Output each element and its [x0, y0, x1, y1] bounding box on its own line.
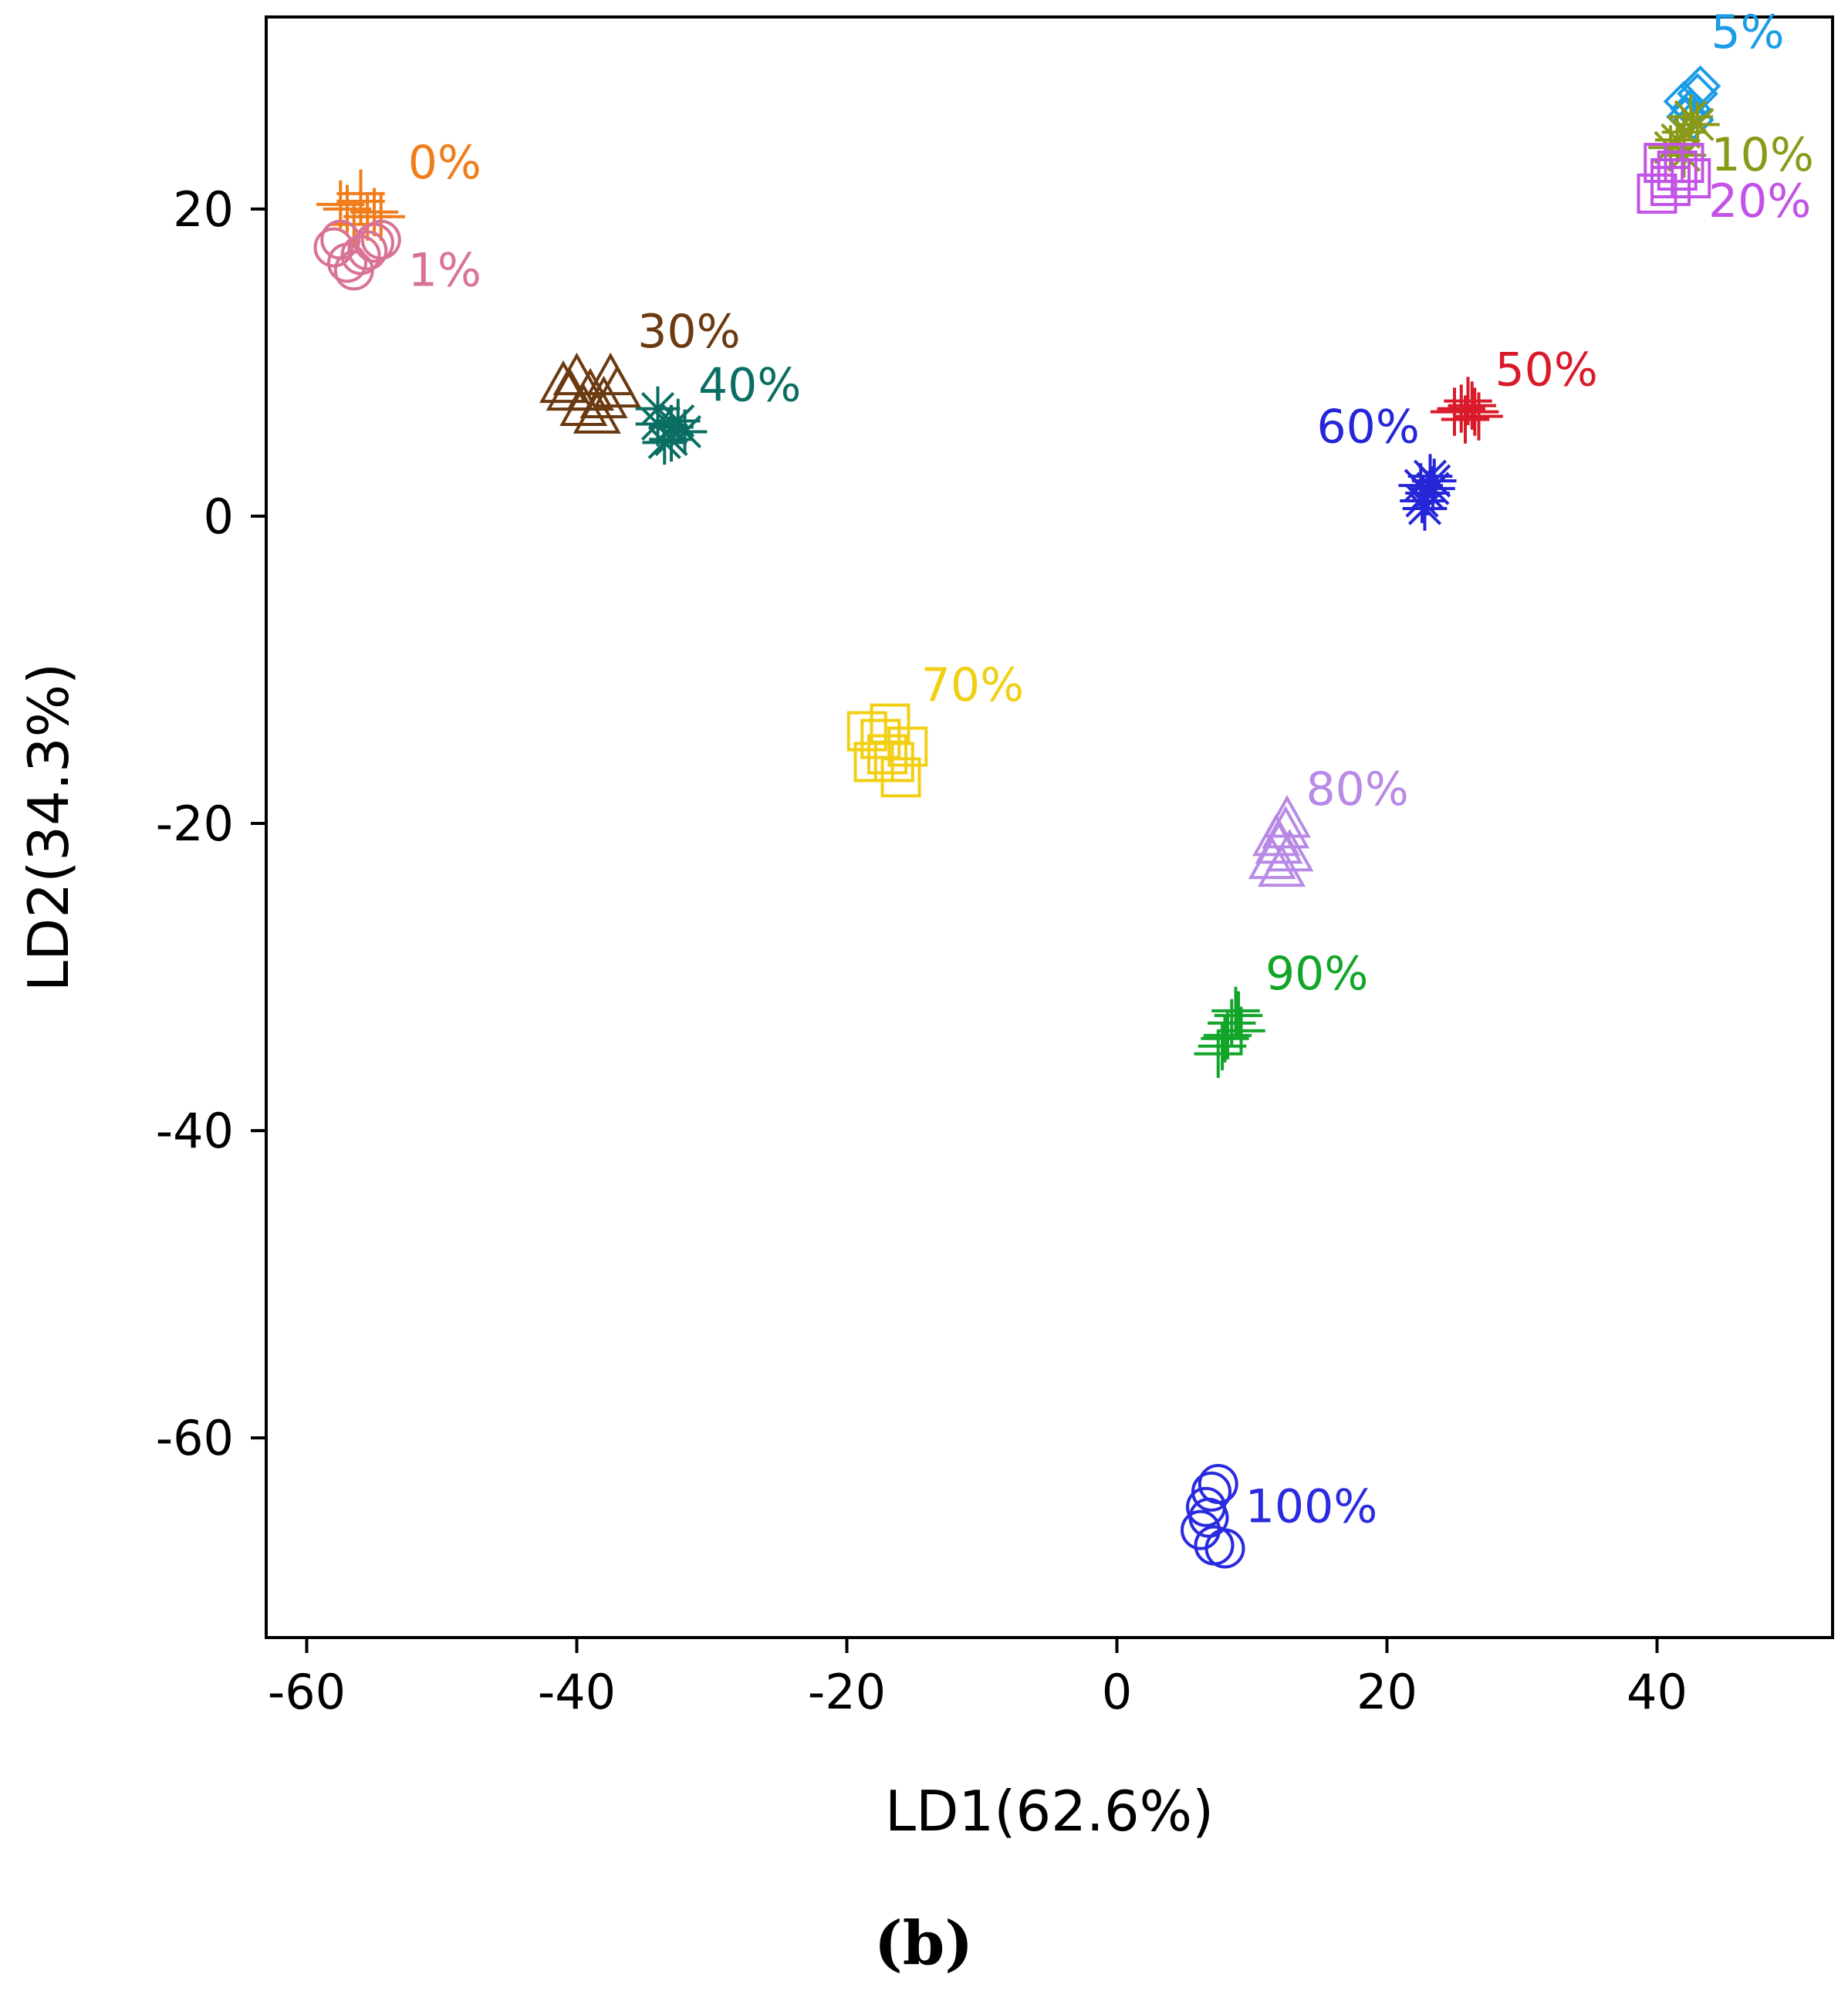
data-point: [586, 352, 635, 396]
data-point: [546, 367, 594, 411]
group-label: 90%: [1265, 947, 1368, 1001]
data-point: [1402, 486, 1448, 531]
data-point: [354, 222, 394, 263]
data-point: [1679, 65, 1721, 107]
data-point: [649, 404, 694, 450]
data-point: [1650, 165, 1691, 206]
group-label: 10%: [1711, 128, 1814, 182]
data-point: [1186, 1486, 1226, 1527]
data-point: [1262, 806, 1310, 849]
group-label: 80%: [1306, 762, 1409, 816]
data-point: [1654, 117, 1700, 163]
data-point: [539, 360, 588, 404]
data-points: [313, 65, 1721, 1569]
figure-caption: (b): [874, 1908, 973, 1979]
y-tick-label: -60: [156, 1410, 234, 1466]
data-point: [336, 177, 385, 226]
data-point: [350, 188, 399, 236]
y-axis: -60 -40 -20 0 20: [156, 181, 266, 1466]
group-label: 20%: [1708, 174, 1811, 228]
data-point: [320, 219, 361, 260]
data-point: [1208, 999, 1256, 1047]
data-point: [867, 734, 907, 775]
data-point: [1454, 392, 1503, 441]
data-point: [1441, 395, 1490, 444]
group-label: 1%: [408, 243, 481, 297]
group-label: 0%: [408, 136, 481, 190]
x-tick-label: 20: [1356, 1664, 1417, 1720]
data-point: [360, 219, 401, 260]
data-point: [880, 757, 921, 798]
data-point: [347, 230, 388, 271]
group-label: 5%: [1711, 5, 1785, 59]
data-point: [1191, 1471, 1231, 1512]
x-tick-label: -40: [538, 1664, 616, 1720]
data-point: [860, 718, 901, 759]
data-point: [1257, 843, 1306, 887]
data-point: [1657, 150, 1698, 191]
x-tick-label: 0: [1102, 1664, 1132, 1720]
data-point: [1198, 1022, 1247, 1070]
data-point: [1181, 1509, 1221, 1550]
data-point: [1644, 143, 1684, 184]
data-point: [1204, 1528, 1245, 1569]
data-point: [1675, 102, 1720, 147]
data-point: [327, 242, 367, 283]
data-point: [1198, 1463, 1238, 1504]
group-label: 30%: [637, 305, 740, 359]
x-axis-title: LD1(62.6%): [885, 1779, 1214, 1844]
data-point: [662, 409, 708, 455]
y-tick-label: -20: [156, 796, 234, 852]
y-tick-label: -40: [156, 1103, 234, 1159]
group-label: 40%: [698, 359, 801, 413]
data-point: [642, 420, 688, 465]
data-point: [846, 711, 887, 752]
data-point: [313, 227, 354, 268]
y-tick-label: 0: [204, 488, 234, 545]
data-point: [1203, 1011, 1252, 1060]
data-point: [1211, 986, 1260, 1036]
group-labels: 0% 1% 30%40% 5% 10%20% 50% 60% 70% 80% 90% 100%: [408, 5, 1814, 1534]
data-point: [1407, 454, 1453, 499]
group-label: 100%: [1245, 1480, 1378, 1534]
data-point: [573, 390, 621, 434]
data-point: [1661, 133, 1707, 177]
x-tick-label: 40: [1627, 1664, 1688, 1720]
data-point: [1671, 158, 1711, 199]
group-label: 70%: [921, 658, 1024, 712]
x-tick-label: -20: [808, 1664, 886, 1720]
plot-frame: [265, 15, 1834, 1639]
data-point: [1637, 173, 1677, 214]
y-axis-title: LD2(34.3%): [16, 663, 81, 992]
group-label: 50%: [1495, 343, 1598, 397]
data-point: [1410, 466, 1455, 511]
data-point: [1252, 813, 1301, 857]
data-point: [1664, 143, 1704, 184]
x-tick-label: -60: [268, 1664, 346, 1720]
y-tick-label: 20: [173, 181, 234, 238]
x-axis: -60 -40 -20 0 20 40: [268, 1638, 1688, 1720]
data-point: [870, 703, 910, 744]
data-point: [1248, 836, 1296, 880]
data-point: [635, 386, 681, 431]
data-point: [579, 375, 628, 419]
data-point: [1430, 387, 1479, 436]
data-point: [559, 383, 608, 426]
group-label: 60%: [1317, 400, 1420, 454]
